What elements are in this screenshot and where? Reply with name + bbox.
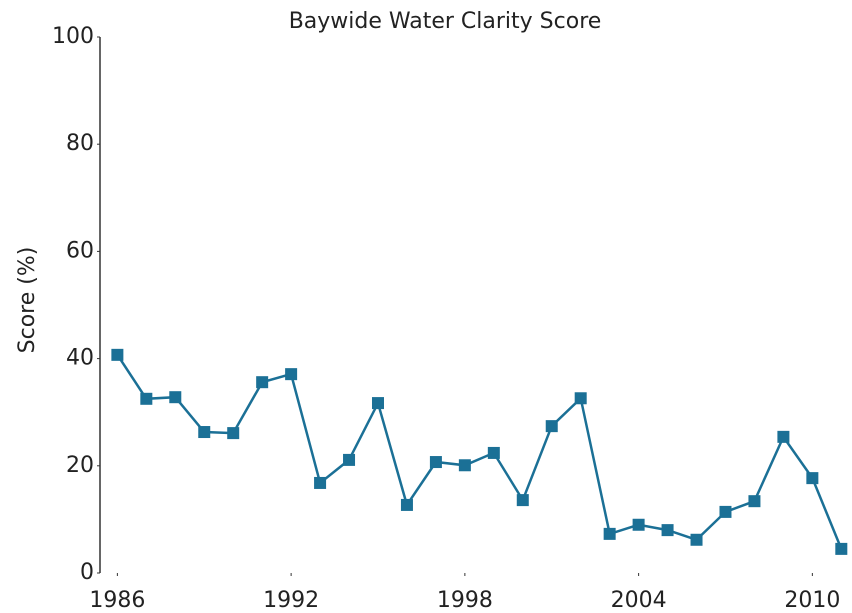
point (748, 495, 761, 508)
y-tick-label: 60 (66, 238, 94, 263)
point (227, 427, 240, 440)
point (719, 505, 732, 518)
x-tick-label: 2004 (611, 588, 667, 613)
point (343, 453, 356, 466)
point (285, 368, 298, 381)
point (169, 391, 182, 404)
point (458, 459, 471, 472)
y-tick-label: 80 (66, 131, 94, 156)
x-tick-label: 1998 (437, 588, 493, 613)
x-tick-label: 1992 (263, 588, 319, 613)
y-tick-label: 0 (80, 560, 94, 585)
y-tick-label: 100 (52, 24, 94, 49)
y-tick-label: 40 (66, 346, 94, 371)
point (574, 392, 587, 405)
point (198, 426, 211, 439)
point (400, 498, 413, 511)
series-line (116, 354, 843, 550)
point (632, 518, 645, 531)
point (545, 420, 558, 433)
point (140, 392, 153, 405)
point (661, 524, 674, 537)
x-tick-label: 1986 (89, 588, 145, 613)
point (487, 446, 500, 459)
point (835, 542, 848, 555)
chart-title: Baywide Water Clarity Score (289, 9, 602, 34)
point (806, 472, 819, 485)
point (777, 430, 790, 443)
point (371, 397, 384, 410)
point (314, 476, 327, 489)
point (111, 348, 124, 361)
point (516, 494, 529, 507)
point (429, 456, 442, 469)
point (256, 376, 269, 389)
point (690, 533, 703, 546)
y-axis-label: Score (%) (15, 247, 40, 354)
point (603, 527, 616, 540)
x-tick-label: 2010 (784, 588, 840, 613)
y-tick-label: 20 (66, 453, 94, 478)
